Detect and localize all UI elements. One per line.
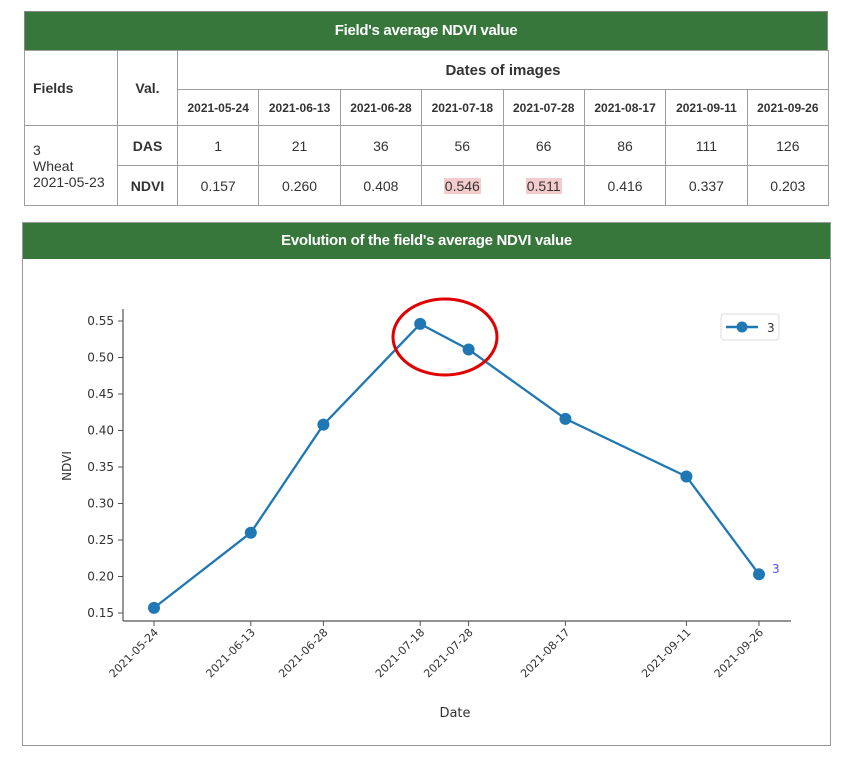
- dates-row: 2021-05-24 2021-06-13 2021-06-28 2021-07…: [25, 89, 830, 126]
- y-tick-label: 0.55: [87, 314, 114, 328]
- ndvi-value-highlighted: 0.546: [421, 165, 504, 206]
- x-tick-label: 2021-07-18: [373, 626, 427, 680]
- ndvi-value-text: 0.416: [607, 177, 643, 194]
- x-tick-label: 2021-09-26: [712, 626, 766, 680]
- das-value: 21: [258, 125, 341, 166]
- legend-label: 3: [767, 321, 775, 335]
- date-header: 2021-05-24: [176, 89, 260, 126]
- ndvi-value-text: 0.260: [282, 177, 318, 194]
- ndvi-value: 0.408: [339, 165, 423, 206]
- date-header: 2021-06-13: [258, 89, 341, 126]
- col-header-val: Val.: [117, 50, 178, 126]
- y-tick-label: 0.45: [87, 387, 114, 401]
- das-value: 1: [176, 125, 260, 166]
- x-tick-label: 2021-08-17: [518, 626, 572, 680]
- data-point-marker: [414, 317, 427, 330]
- data-point-marker: [317, 418, 330, 431]
- ndvi-table-panel: Field's average NDVI value Fields Val. D…: [24, 11, 830, 206]
- chart-panel-title: Evolution of the field's average NDVI va…: [23, 223, 830, 259]
- date-header: 2021-09-11: [665, 89, 748, 126]
- field-crop: Wheat: [33, 157, 74, 174]
- das-value: 111: [665, 125, 748, 166]
- y-axis-label: NDVI: [60, 451, 74, 481]
- x-tick-label: 2021-06-13: [204, 626, 258, 680]
- date-header: 2021-06-28: [339, 89, 423, 126]
- y-tick-label: 0.25: [87, 533, 114, 547]
- y-tick-label: 0.40: [87, 424, 114, 438]
- table-row-ndvi: NDVI 0.157 0.260 0.408 0.546 0.511 0.416…: [25, 165, 830, 206]
- ndvi-value-text: 0.157: [200, 177, 236, 194]
- legend: 3: [720, 313, 780, 341]
- data-point-marker: [559, 412, 572, 425]
- ndvi-chart-panel: Evolution of the field's average NDVI va…: [22, 222, 831, 746]
- ndvi-table: Fields Val. Dates of images 2021-05-24 2…: [24, 50, 830, 206]
- ndvi-value-text: 0.511: [525, 177, 562, 194]
- das-value: 86: [583, 125, 667, 166]
- data-point-marker: [244, 526, 257, 539]
- ndvi-value-text: 0.203: [770, 177, 806, 194]
- date-header: 2021-09-26: [746, 89, 830, 126]
- row-label-ndvi: NDVI: [117, 165, 178, 206]
- col-header-fields: Fields: [24, 50, 118, 126]
- y-tick-label: 0.30: [87, 497, 114, 511]
- row-label-das: DAS: [117, 125, 178, 166]
- data-point-marker: [462, 343, 475, 356]
- data-point-marker: [680, 470, 693, 483]
- field-sowing-date: 2021-05-23: [33, 173, 105, 190]
- x-axis-ticks: 2021-05-24 2021-06-13 2021-06-28 2021-07-18…: [107, 621, 766, 680]
- ndvi-value-text: 0.546: [443, 177, 481, 194]
- series-end-label: 3: [772, 562, 780, 576]
- dates-of-images-header: Dates of images: [177, 50, 829, 90]
- field-info-cell: 3 Wheat 2021-05-23: [24, 125, 118, 206]
- date-header: 2021-08-17: [583, 89, 667, 126]
- ndvi-value-highlighted: 0.511: [502, 165, 585, 206]
- x-tick-label: 2021-09-11: [639, 626, 693, 680]
- legend-marker-icon: [736, 321, 748, 333]
- y-tick-label: 0.20: [87, 570, 114, 584]
- data-point-marker: [148, 601, 160, 614]
- highlight-ellipse-annotation: [391, 297, 499, 377]
- ndvi-line-chart: 0.15 0.20 0.25 0.30 0.35 0.40 0.45 0.50 0.55 202…: [60, 297, 791, 721]
- series-line: [148, 317, 765, 614]
- x-tick-label: 2021-07-28: [421, 626, 475, 680]
- x-tick-label: 2021-06-28: [276, 626, 330, 680]
- das-value: 66: [502, 125, 585, 166]
- date-header: 2021-07-18: [421, 89, 504, 126]
- das-value: 56: [421, 125, 504, 166]
- x-tick-label: 2021-05-24: [107, 626, 161, 680]
- chart-axes: [122, 309, 791, 622]
- table-row-das: 3 Wheat 2021-05-23 DAS 1 21 36 56 66 86 …: [24, 125, 830, 206]
- data-point-marker: [753, 568, 765, 581]
- das-value: 36: [339, 125, 423, 166]
- x-axis-label: Date: [439, 706, 470, 721]
- ndvi-value: 0.157: [176, 165, 260, 206]
- date-header: 2021-07-28: [502, 89, 585, 126]
- ndvi-value: 0.260: [258, 165, 341, 206]
- y-axis-ticks: 0.15 0.20 0.25 0.30 0.35 0.40 0.45 0.50 0.55: [87, 314, 123, 620]
- table-title: Field's average NDVI value: [24, 11, 828, 50]
- ndvi-value-text: 0.337: [688, 177, 724, 194]
- ndvi-value-text: 0.408: [363, 177, 399, 194]
- field-id: 3: [33, 141, 41, 158]
- y-tick-label: 0.50: [87, 351, 114, 365]
- ndvi-value: 0.337: [665, 165, 748, 206]
- y-tick-label: 0.15: [87, 606, 114, 620]
- das-value: 126: [746, 125, 830, 166]
- y-tick-label: 0.35: [87, 460, 114, 474]
- ndvi-value: 0.416: [583, 165, 667, 206]
- ndvi-value: 0.203: [746, 165, 830, 206]
